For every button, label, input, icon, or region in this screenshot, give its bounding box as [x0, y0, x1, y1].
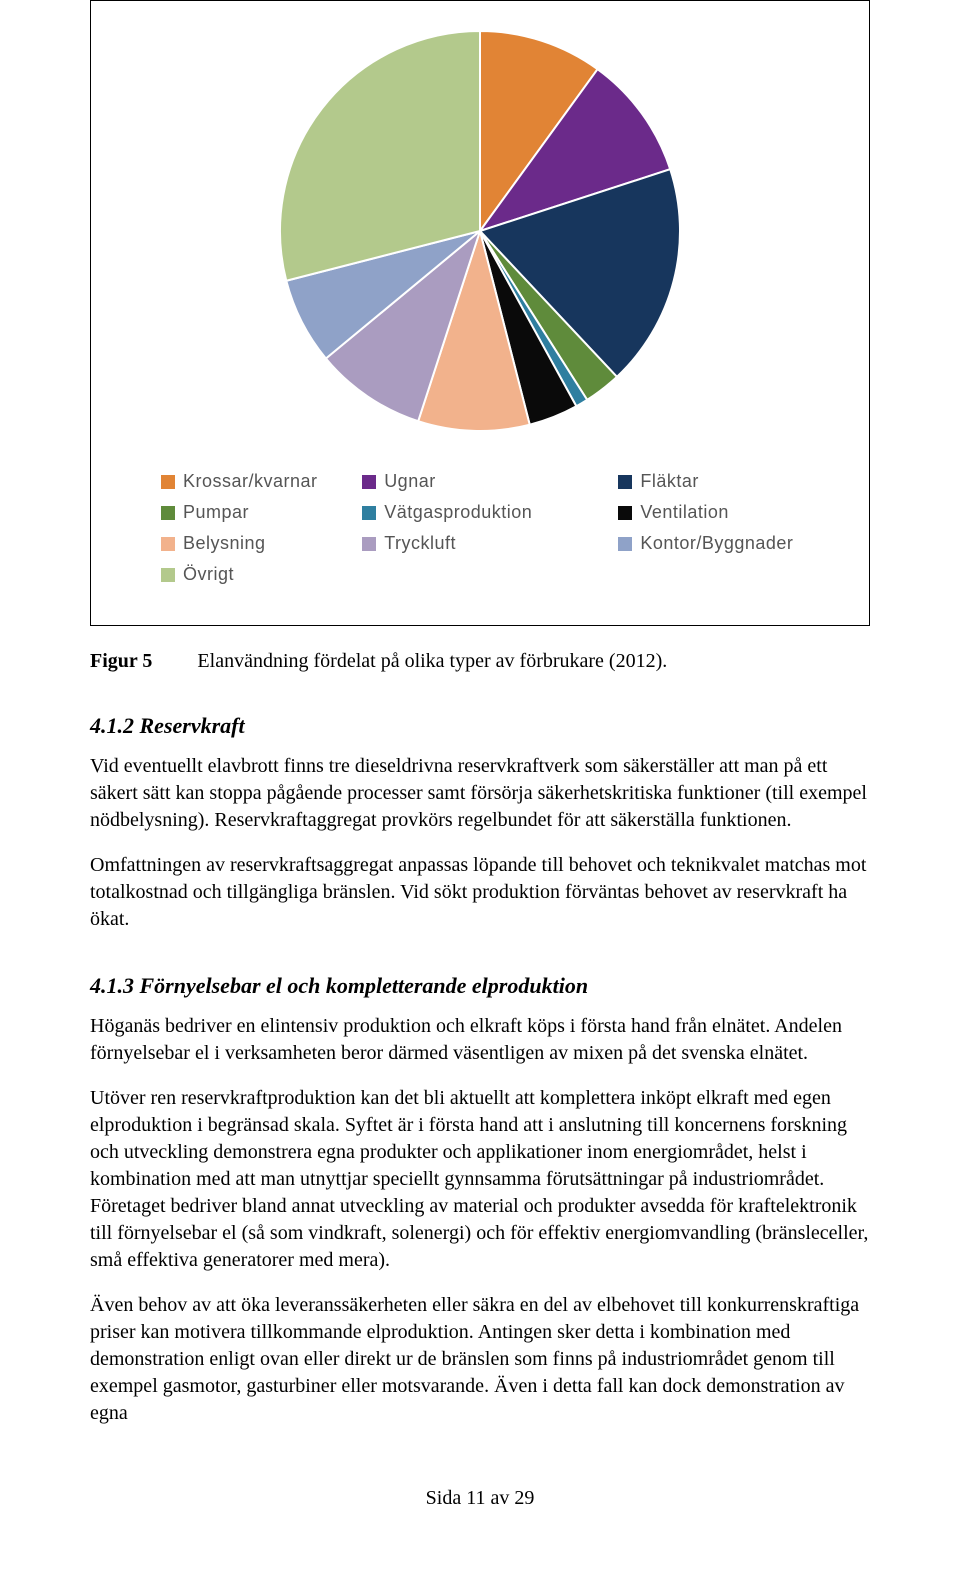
legend-swatch — [362, 506, 376, 520]
legend-item: Fläktar — [618, 471, 829, 492]
legend-swatch — [161, 506, 175, 520]
section-heading-fornyelsebar: 4.1.3 Förnyelsebar el och kompletterande… — [90, 973, 870, 999]
legend-swatch — [161, 475, 175, 489]
legend-row: Övrigt — [161, 564, 829, 585]
legend-item: Ventilation — [618, 502, 829, 523]
legend-label: Tryckluft — [384, 533, 456, 554]
figure-caption: Figur 5 Elanvändning fördelat på olika t… — [90, 650, 870, 673]
legend-label: Ventilation — [640, 502, 729, 523]
legend-item: Krossar/kvarnar — [161, 471, 344, 492]
legend-item: Tryckluft — [362, 533, 600, 554]
chart-container: Krossar/kvarnar Ugnar Fläktar Pumpar Vätgasp… — [90, 0, 870, 626]
legend-swatch — [362, 475, 376, 489]
body-paragraph: Utöver ren reservkraftproduktion kan det… — [90, 1085, 870, 1274]
legend-item: Belysning — [161, 533, 344, 554]
legend-label: Belysning — [183, 533, 266, 554]
legend-label: Vätgasproduktion — [384, 502, 532, 523]
legend-label: Ugnar — [384, 471, 436, 492]
legend-label: Övrigt — [183, 564, 234, 585]
legend-item: Vätgasproduktion — [362, 502, 600, 523]
legend-row: Belysning Tryckluft Kontor/Byggnader — [161, 533, 829, 554]
legend-item: Kontor/Byggnader — [618, 533, 829, 554]
legend-swatch — [362, 537, 376, 551]
legend-swatch — [161, 537, 175, 551]
page-footer: Sida 11 av 29 — [90, 1487, 870, 1510]
legend-item: Övrigt — [161, 564, 361, 585]
legend-label: Pumpar — [183, 502, 249, 523]
figure-caption-text: Elanvändning fördelat på olika typer av … — [197, 650, 667, 672]
legend-label: Fläktar — [640, 471, 699, 492]
body-paragraph: Vid eventuellt elavbrott finns tre diese… — [90, 753, 870, 834]
legend-row: Pumpar Vätgasproduktion Ventilation — [161, 502, 829, 523]
section-heading-reservkraft: 4.1.2 Reservkraft — [90, 713, 870, 739]
legend-label: Kontor/Byggnader — [640, 533, 793, 554]
body-paragraph: Omfattningen av reservkraftsaggregat anp… — [90, 852, 870, 933]
pie-svg — [270, 21, 690, 441]
figure-label: Figur 5 — [90, 650, 152, 672]
legend-swatch — [161, 568, 175, 582]
legend-row: Krossar/kvarnar Ugnar Fläktar — [161, 471, 829, 492]
chart-legend: Krossar/kvarnar Ugnar Fläktar Pumpar Vätgasp… — [131, 471, 829, 585]
body-paragraph: Även behov av att öka leveranssäkerheten… — [90, 1292, 870, 1427]
legend-item: Pumpar — [161, 502, 344, 523]
pie-chart — [131, 21, 829, 441]
legend-swatch — [618, 506, 632, 520]
legend-label: Krossar/kvarnar — [183, 471, 318, 492]
body-paragraph: Höganäs bedriver en elintensiv produktio… — [90, 1013, 870, 1067]
legend-item: Ugnar — [362, 471, 600, 492]
legend-swatch — [618, 537, 632, 551]
legend-swatch — [618, 475, 632, 489]
